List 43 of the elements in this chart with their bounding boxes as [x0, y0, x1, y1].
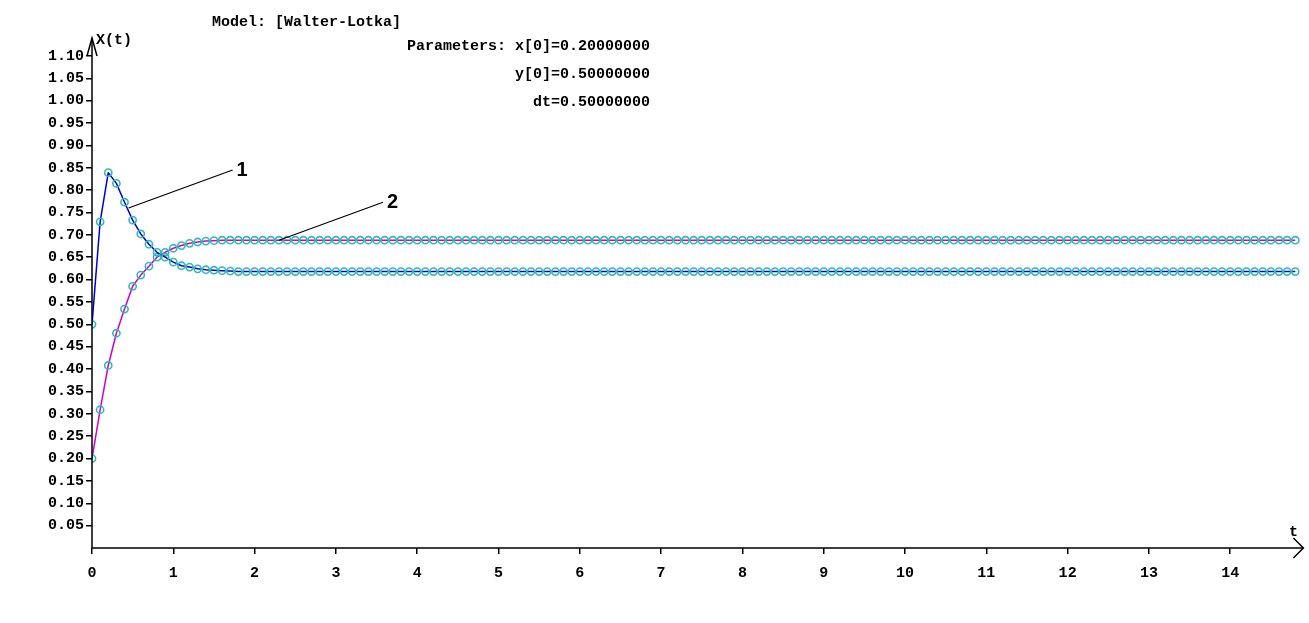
x-tick-label: 11	[977, 564, 996, 582]
x-tick-label: 13	[1139, 564, 1158, 582]
y-tick-label: 0.50	[47, 316, 84, 334]
y-tick-label: 0.55	[47, 293, 84, 311]
x-tick-label: 12	[1058, 564, 1077, 582]
y-tick-label: 0.30	[47, 405, 84, 423]
y-tick-label: 0.05	[47, 517, 84, 535]
y-tick-label: 0.35	[47, 383, 84, 401]
x-tick-label: 4	[412, 564, 422, 582]
y-tick-label: 1.05	[47, 70, 84, 88]
y-tick-label: 0.70	[47, 226, 84, 244]
x-tick-label: 5	[494, 564, 504, 582]
x-tick-label: 9	[819, 564, 829, 582]
x-tick-label: 6	[575, 564, 585, 582]
y-tick-label: 0.75	[47, 204, 84, 222]
x-tick-label: 8	[737, 564, 747, 582]
y-tick-label: 0.90	[47, 137, 84, 155]
y-tick-label: 0.45	[47, 338, 84, 356]
y-axis-title: X(t)	[96, 32, 133, 49]
y-tick-label: 0.95	[47, 114, 84, 132]
y-tick-label: 0.85	[47, 159, 84, 177]
x-tick-label: 3	[331, 564, 341, 582]
x-axis-title: t	[1288, 524, 1298, 541]
text: Parameters: x[0]=0.20000000 y[0]=0.50000000 dt=0.50000000	[406, 38, 650, 111]
x-tick-label: 14	[1221, 564, 1240, 582]
y-tick-label: 0.15	[47, 472, 84, 490]
y-tick-label: 0.60	[47, 271, 84, 289]
x-tick-label: 1	[168, 564, 178, 582]
annotation: 1	[236, 158, 248, 180]
chart-title: Model: [Walter-Lotka]	[212, 14, 402, 31]
y-tick-label: 0.25	[47, 427, 84, 445]
y-tick-label: 0.20	[47, 450, 84, 468]
y-tick-label: 0.65	[47, 248, 84, 266]
y-tick-label: 1.10	[47, 47, 84, 65]
y-tick-label: 0.10	[47, 495, 84, 513]
y-tick-label: 1.00	[47, 92, 84, 110]
x-tick-label: 10	[896, 564, 915, 582]
annotation: 2	[386, 190, 399, 213]
y-tick-label: 0.40	[47, 360, 84, 378]
y-tick-label: 0.80	[47, 181, 84, 199]
x-tick-label: 2	[250, 564, 260, 582]
x-tick-label: 0	[87, 564, 97, 582]
x-tick-label: 7	[656, 564, 666, 582]
